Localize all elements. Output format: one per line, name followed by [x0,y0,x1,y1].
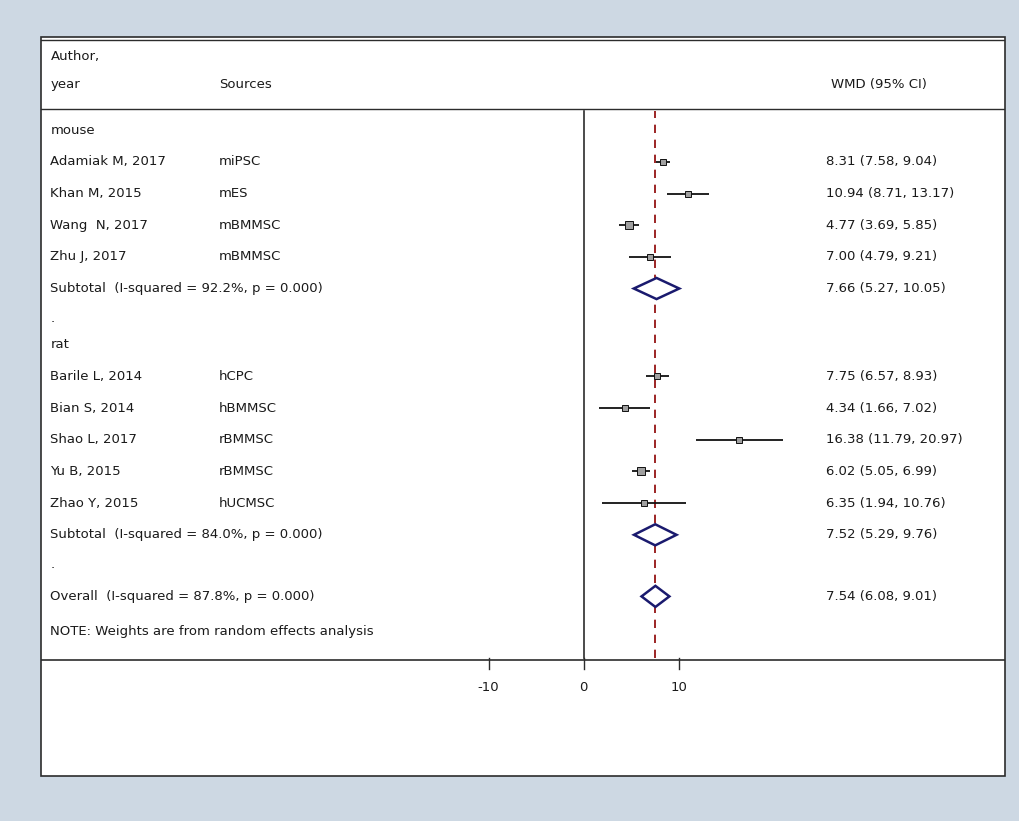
Polygon shape [634,525,676,545]
Text: Adamiak M, 2017: Adamiak M, 2017 [50,155,166,168]
Polygon shape [633,278,679,299]
Text: mBMMSC: mBMMSC [219,218,281,232]
Text: mES: mES [219,187,249,200]
Text: Overall  (I-squared = 87.8%, p = 0.000): Overall (I-squared = 87.8%, p = 0.000) [50,590,315,603]
Text: year: year [50,78,81,91]
Text: 10: 10 [669,681,687,694]
Text: 8.31 (7.58, 9.04): 8.31 (7.58, 9.04) [825,155,936,168]
Text: 7.54 (6.08, 9.01): 7.54 (6.08, 9.01) [825,590,936,603]
Text: NOTE: Weights are from random effects analysis: NOTE: Weights are from random effects an… [50,625,374,638]
Text: WMD (95% CI): WMD (95% CI) [830,78,926,91]
Text: hUCMSC: hUCMSC [219,497,275,510]
Polygon shape [641,586,668,607]
Text: mouse: mouse [50,124,95,136]
Text: rat: rat [50,338,69,351]
Text: .: . [50,558,54,571]
Text: 4.34 (1.66, 7.02): 4.34 (1.66, 7.02) [825,401,936,415]
Text: Zhu J, 2017: Zhu J, 2017 [50,250,126,264]
Text: Shao L, 2017: Shao L, 2017 [50,433,138,447]
Text: 4.77 (3.69, 5.85): 4.77 (3.69, 5.85) [825,218,936,232]
Text: 6.35 (1.94, 10.76): 6.35 (1.94, 10.76) [825,497,945,510]
Text: Subtotal  (I-squared = 92.2%, p = 0.000): Subtotal (I-squared = 92.2%, p = 0.000) [50,282,323,295]
Text: hBMMSC: hBMMSC [219,401,277,415]
Text: 0: 0 [579,681,587,694]
Text: Yu B, 2015: Yu B, 2015 [50,465,121,478]
Text: hCPC: hCPC [219,370,254,383]
Text: 10.94 (8.71, 13.17): 10.94 (8.71, 13.17) [825,187,954,200]
Text: -10: -10 [477,681,499,694]
Text: miPSC: miPSC [219,155,261,168]
Text: 7.52 (5.29, 9.76): 7.52 (5.29, 9.76) [825,529,936,541]
Text: .: . [50,312,54,325]
Text: 7.00 (4.79, 9.21): 7.00 (4.79, 9.21) [825,250,936,264]
Text: 16.38 (11.79, 20.97): 16.38 (11.79, 20.97) [825,433,962,447]
Text: 7.66 (5.27, 10.05): 7.66 (5.27, 10.05) [825,282,946,295]
Text: Author,: Author, [50,50,100,62]
Text: Wang  N, 2017: Wang N, 2017 [50,218,148,232]
Text: rBMMSC: rBMMSC [219,433,274,447]
Text: rBMMSC: rBMMSC [219,465,274,478]
Text: Zhao Y, 2015: Zhao Y, 2015 [50,497,139,510]
Text: Khan M, 2015: Khan M, 2015 [50,187,142,200]
Text: Sources: Sources [219,78,272,91]
Text: 6.02 (5.05, 6.99): 6.02 (5.05, 6.99) [825,465,936,478]
Text: mBMMSC: mBMMSC [219,250,281,264]
Text: 7.75 (6.57, 8.93): 7.75 (6.57, 8.93) [825,370,936,383]
Text: Subtotal  (I-squared = 84.0%, p = 0.000): Subtotal (I-squared = 84.0%, p = 0.000) [50,529,323,541]
Text: Barile L, 2014: Barile L, 2014 [50,370,143,383]
Text: Bian S, 2014: Bian S, 2014 [50,401,135,415]
